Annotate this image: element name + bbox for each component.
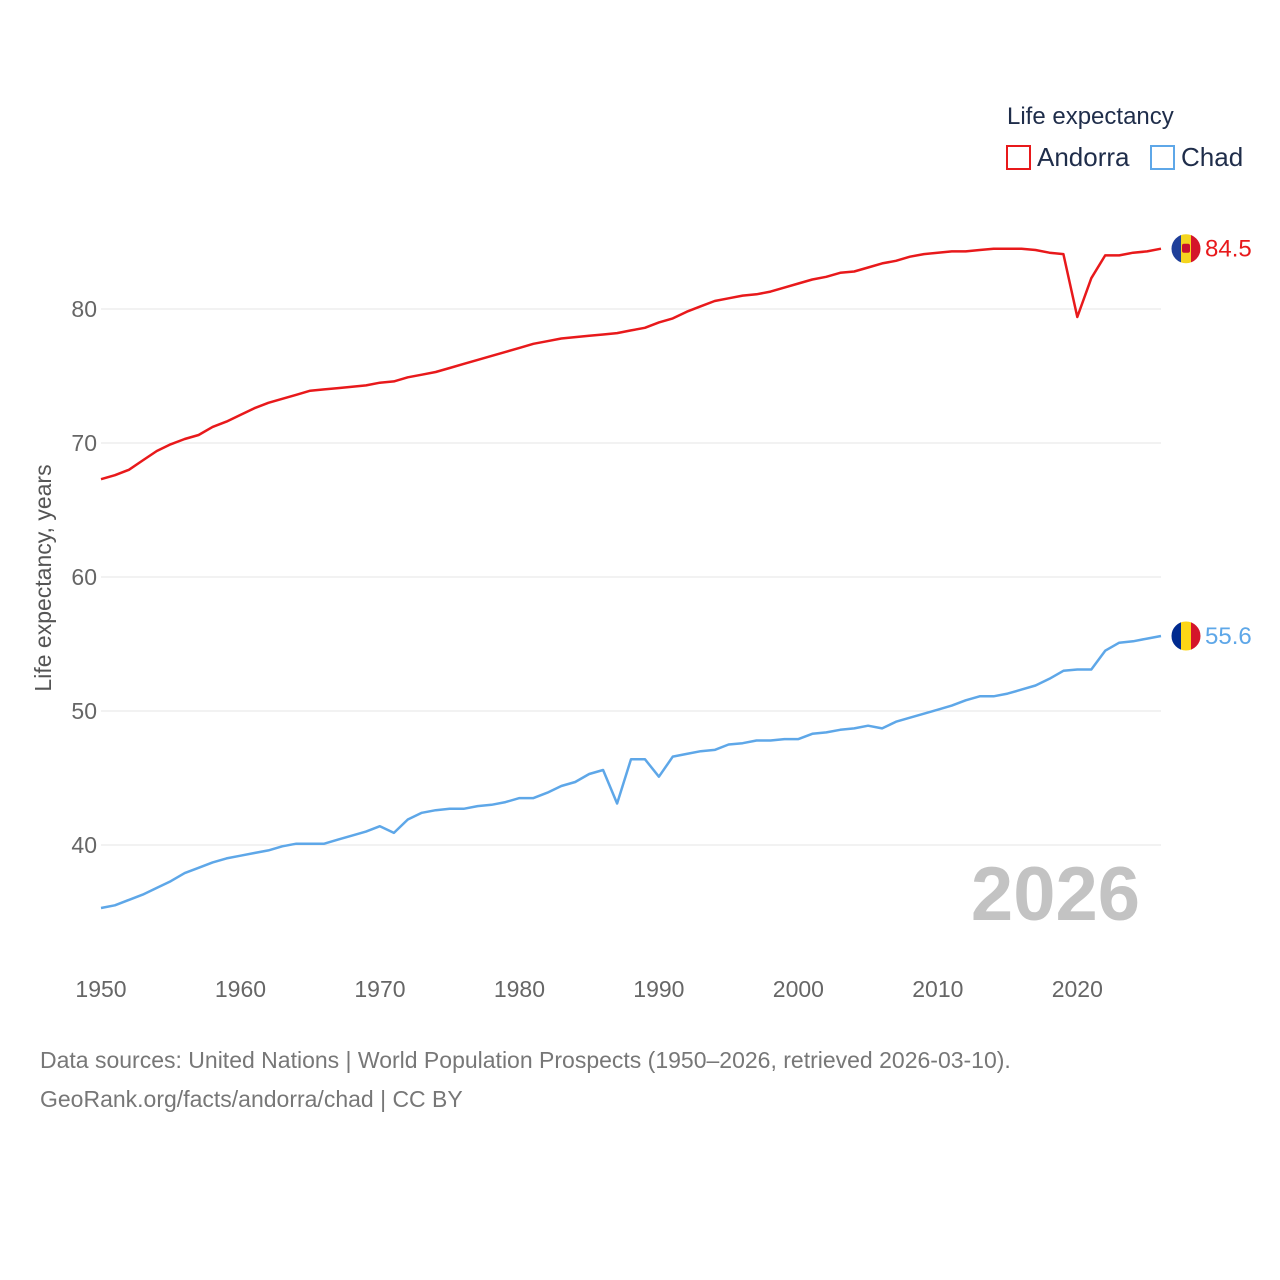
flag-icon-andorra xyxy=(1170,233,1202,265)
y-tick-label-70: 70 xyxy=(71,430,97,456)
life-expectancy-chart: 40 50 60 70 80 1950 1960 1970 1980 1990 2000 2010 2… xyxy=(30,103,1252,1002)
x-tick-label-2020: 2020 xyxy=(1052,976,1103,1002)
legend-item-chad[interactable]: Chad xyxy=(1150,142,1243,172)
x-tick-label-1970: 1970 xyxy=(354,976,405,1002)
x-tick-label-1980: 1980 xyxy=(494,976,545,1002)
legend-title: Life expectancy xyxy=(1007,103,1174,130)
y-axis-label: Life expectancy, years xyxy=(30,464,56,691)
series-line-andorra[interactable] xyxy=(100,247,1162,481)
legend-label-chad: Chad xyxy=(1181,142,1243,172)
x-tick-label-2010: 2010 xyxy=(912,976,963,1002)
legend: Life expectancy Andorra Chad xyxy=(1006,103,1243,172)
x-axis-ticks: 1950 1960 1970 1980 1990 2000 2010 2020 xyxy=(75,976,1102,1002)
y-tick-label-80: 80 xyxy=(71,296,97,322)
x-tick-label-2000: 2000 xyxy=(773,976,824,1002)
data-source-line: Data sources: United Nations | World Pop… xyxy=(40,1047,1011,1073)
y-tick-label-60: 60 xyxy=(71,564,97,590)
legend-swatch-andorra xyxy=(1006,145,1031,170)
flag-icon-chad xyxy=(1170,620,1202,652)
legend-item-andorra[interactable]: Andorra xyxy=(1006,142,1130,172)
current-year-watermark: 2026 xyxy=(971,852,1140,937)
legend-swatch-chad xyxy=(1150,145,1175,170)
y-axis-ticks: 40 50 60 70 80 xyxy=(71,296,97,858)
series-lines xyxy=(100,247,1162,910)
y-tick-label-50: 50 xyxy=(71,698,97,724)
end-value-label-chad: 55.6 xyxy=(1205,623,1252,650)
gridlines xyxy=(101,308,1161,846)
end-value-label-andorra: 84.5 xyxy=(1205,236,1252,263)
x-tick-label-1950: 1950 xyxy=(75,976,126,1002)
x-tick-label-1990: 1990 xyxy=(633,976,684,1002)
x-tick-label-1960: 1960 xyxy=(215,976,266,1002)
end-markers: 84.5 55.6 xyxy=(1170,233,1252,652)
series-line-chad[interactable] xyxy=(100,634,1162,910)
source-link-line[interactable]: GeoRank.org/facts/andorra/chad | CC BY xyxy=(40,1086,463,1112)
legend-label-andorra: Andorra xyxy=(1037,142,1130,172)
y-tick-label-40: 40 xyxy=(71,832,97,858)
